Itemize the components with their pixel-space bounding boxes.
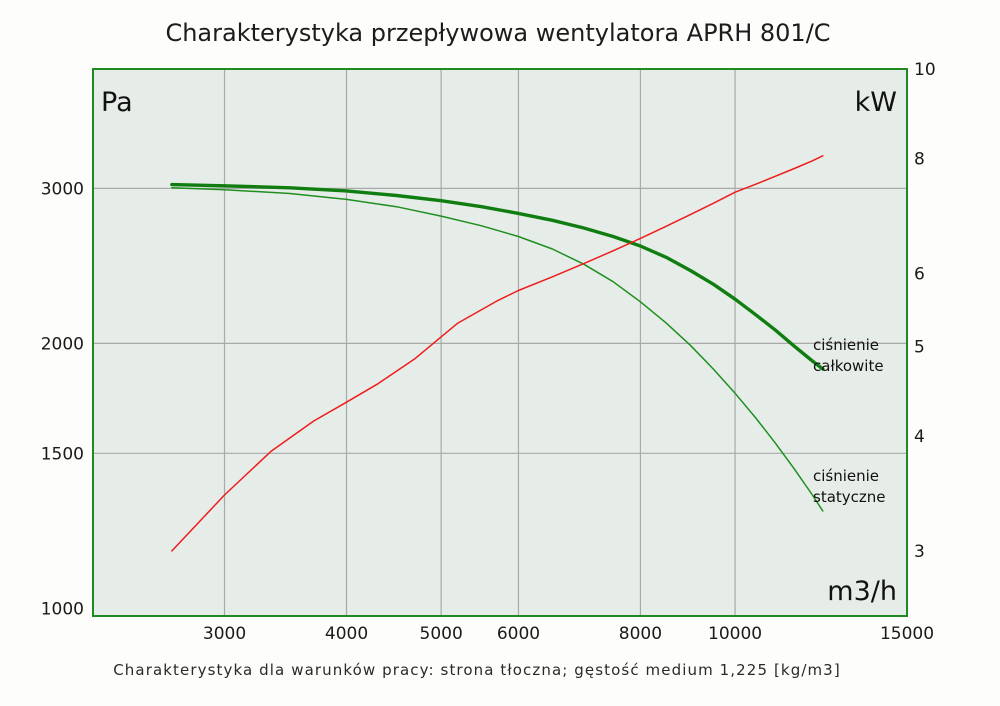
total-pressure-label-line1: ciśnienie	[813, 336, 879, 354]
static-pressure-label-line2: statyczne	[813, 488, 886, 506]
x-axis-unit: m3/h	[827, 576, 897, 607]
y2-tick-label: 3	[914, 542, 925, 562]
plot-frame	[92, 68, 908, 617]
tick-labels: 3000 4000 5000 6000 8000 10000 15000 1000 1500 20…	[41, 60, 936, 644]
y2-tick-label: 10	[914, 60, 936, 80]
total-pressure-label-line2: całkowite	[813, 357, 884, 375]
x-tick-label: 4000	[325, 624, 368, 644]
y-tick-label: 1000	[41, 599, 84, 619]
y2-tick-label: 4	[914, 427, 925, 447]
x-tick-label: 10000	[708, 624, 762, 644]
grid	[93, 69, 907, 616]
left-axis-unit: Pa	[101, 87, 133, 118]
y2-tick-label: 8	[914, 149, 925, 169]
x-tick-label: 15000	[880, 624, 934, 644]
power-line	[171, 155, 824, 552]
chart-title: Charakterystyka przepływowa wentylatora …	[165, 19, 830, 47]
static-pressure-label-line1: ciśnienie	[813, 467, 879, 485]
plot-area	[93, 69, 907, 616]
x-tick-label: 8000	[619, 624, 662, 644]
y-tick-label: 1500	[41, 444, 84, 464]
right-axis-unit: kW	[855, 87, 897, 118]
x-tick-label: 6000	[497, 624, 540, 644]
total-pressure-line	[170, 182, 825, 371]
y-tick-label: 3000	[41, 179, 84, 199]
y-tick-label: 2000	[41, 334, 84, 354]
footnote: Charakterystyka dla warunków pracy: stro…	[113, 661, 841, 679]
y2-tick-label: 5	[914, 337, 925, 357]
static-pressure-line	[171, 187, 824, 512]
series-lines	[170, 155, 825, 552]
x-tick-label: 3000	[203, 624, 246, 644]
y2-tick-label: 6	[914, 264, 925, 284]
x-tick-label: 5000	[420, 624, 463, 644]
